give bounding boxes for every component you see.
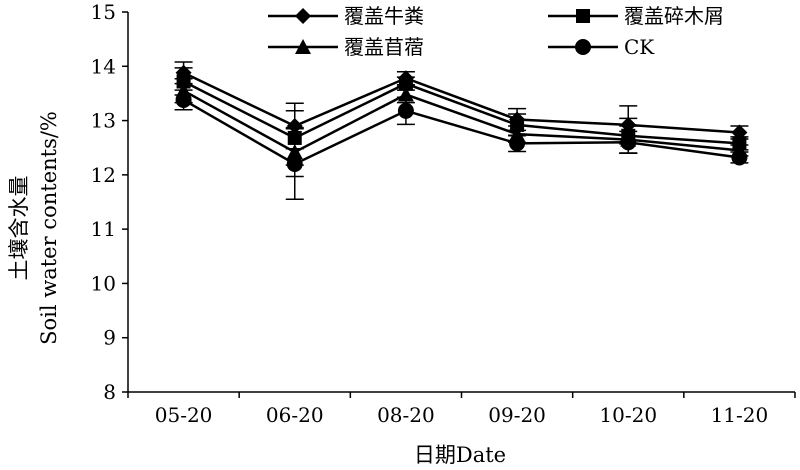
x-axis-title: 日期Date bbox=[414, 443, 506, 467]
y-tick-label: 13 bbox=[91, 109, 116, 133]
marker-square bbox=[576, 9, 590, 23]
x-tick-label: 09-20 bbox=[488, 403, 546, 427]
marker-circle bbox=[397, 102, 414, 119]
marker-circle bbox=[286, 156, 303, 172]
x-tick-label: 08-20 bbox=[377, 403, 435, 427]
y-axis-title-line1: 土壤含水量 bbox=[7, 176, 31, 281]
y-tick-label: 9 bbox=[103, 326, 116, 350]
chart-series bbox=[174, 61, 749, 201]
y-tick-label: 8 bbox=[103, 380, 116, 404]
marker-circle bbox=[731, 149, 748, 166]
y-tick-label: 11 bbox=[91, 217, 116, 241]
y-axis-title-line2: Soil water contents/% bbox=[37, 111, 61, 345]
x-tick-label: 06-20 bbox=[266, 403, 324, 427]
series-line bbox=[182, 98, 740, 166]
series-line bbox=[183, 80, 740, 145]
y-tick-label: 15 bbox=[91, 0, 116, 24]
x-tick-label: 10-20 bbox=[599, 403, 657, 427]
series-square bbox=[174, 67, 749, 166]
marker-diamond bbox=[295, 8, 311, 24]
marker-square bbox=[510, 117, 525, 132]
y-tick-label: 10 bbox=[91, 271, 116, 295]
legend-label: CK bbox=[624, 35, 655, 59]
series-line bbox=[183, 71, 740, 134]
marker-circle bbox=[175, 91, 192, 108]
legend-item: 覆盖苜蓿 bbox=[268, 35, 424, 59]
y-tick-label: 12 bbox=[91, 163, 116, 187]
legend-label: 覆盖苜蓿 bbox=[344, 35, 424, 59]
marker-circle bbox=[620, 134, 637, 151]
y-tick-label: 14 bbox=[91, 54, 116, 78]
legend-label: 覆盖碎木屑 bbox=[624, 4, 724, 28]
marker-circle bbox=[509, 135, 526, 152]
series-line bbox=[182, 89, 740, 154]
marker-circle bbox=[575, 39, 591, 55]
marker-square bbox=[398, 76, 413, 91]
marker-triangle bbox=[295, 39, 311, 54]
legend-item: 覆盖碎木屑 bbox=[548, 4, 724, 28]
legend-label: 覆盖牛粪 bbox=[344, 4, 424, 28]
legend-item: CK bbox=[548, 35, 655, 59]
x-tick-label: 05-20 bbox=[155, 403, 213, 427]
chart-axes: 8 9 10 11 12 13 14 15 05-20 06-20 08-20 09-20 10-20 1… bbox=[91, 0, 796, 427]
legend-item: 覆盖牛粪 bbox=[268, 4, 424, 28]
series-circle bbox=[174, 89, 749, 201]
x-tick-label: 11-20 bbox=[711, 403, 769, 427]
